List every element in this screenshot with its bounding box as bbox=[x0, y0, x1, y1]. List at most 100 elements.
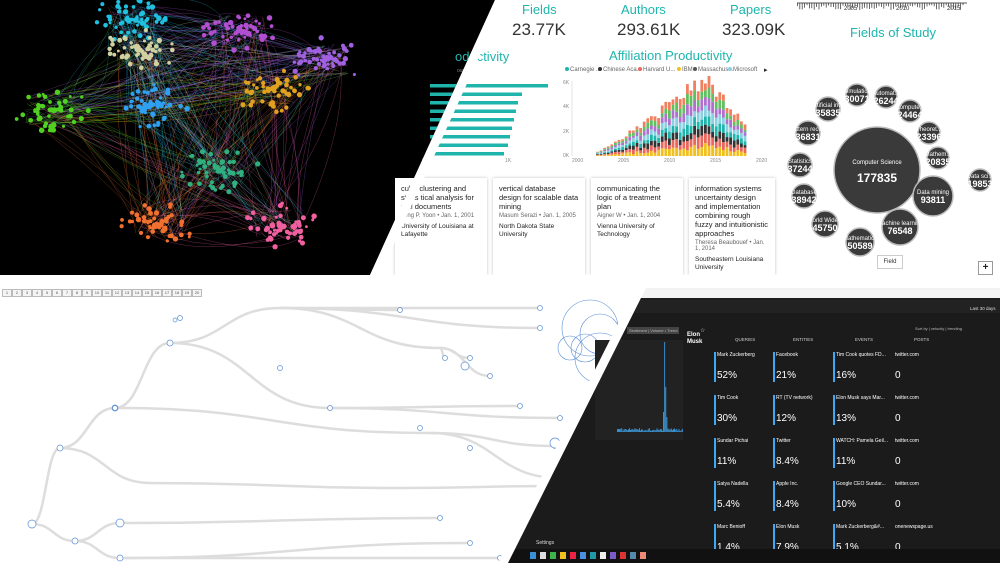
field-bubble[interactable] bbox=[912, 175, 954, 217]
zoom-in-button[interactable]: + bbox=[978, 261, 993, 275]
field-bubble[interactable] bbox=[917, 121, 941, 145]
page-button[interactable]: 11 bbox=[102, 289, 112, 297]
affiliation-y-tick: 2K bbox=[563, 129, 570, 135]
page-button[interactable]: 7 bbox=[62, 289, 72, 297]
legend-dot-icon bbox=[728, 67, 732, 71]
legend-label: IBM bbox=[682, 67, 693, 73]
taskbar-app-icon[interactable] bbox=[600, 552, 606, 559]
legend-next-icon[interactable]: ▸ bbox=[764, 67, 768, 74]
field-bubble[interactable] bbox=[898, 99, 922, 123]
timeline-slider[interactable] bbox=[797, 0, 967, 14]
legend-item[interactable]: Microsoft bbox=[728, 67, 757, 73]
legend-dot-icon bbox=[677, 67, 681, 71]
taskbar-app-icon[interactable] bbox=[550, 552, 556, 559]
taskbar-app-icon[interactable] bbox=[590, 552, 596, 559]
field-bubble[interactable] bbox=[833, 126, 921, 214]
kpi-authors-value: 293.61K bbox=[617, 20, 681, 39]
legend-dot-icon bbox=[598, 67, 602, 71]
field-bubble-name: Mathem... bbox=[925, 152, 952, 158]
field-bubble-value: 30071 bbox=[844, 94, 869, 104]
legend-label: Massachus... bbox=[698, 67, 734, 73]
paper-card[interactable]: information systems uncertainty design a… bbox=[689, 178, 775, 275]
field-bubble[interactable] bbox=[787, 152, 813, 178]
field-bubble[interactable] bbox=[845, 227, 875, 257]
field-tooltip: Field bbox=[877, 255, 903, 269]
page-button[interactable]: 10 bbox=[92, 289, 102, 297]
field-bubble[interactable] bbox=[845, 83, 869, 107]
legend-label: Harvard U... bbox=[643, 67, 676, 73]
page-button[interactable]: 9 bbox=[82, 289, 92, 297]
field-bubble-value: 76548 bbox=[887, 226, 912, 236]
fields-of-study-title: Fields of Study bbox=[850, 25, 936, 40]
taskbar-app-icon[interactable] bbox=[630, 552, 636, 559]
field-bubble[interactable] bbox=[926, 146, 950, 170]
field-bubble[interactable] bbox=[874, 85, 898, 109]
affiliation-x-tick: 2005 bbox=[618, 158, 630, 164]
legend-item[interactable]: IBM bbox=[677, 67, 693, 73]
taskbar-app-icon[interactable] bbox=[540, 552, 546, 559]
field-bubble[interactable] bbox=[968, 168, 992, 192]
paper-affiliation: North Dakota State University bbox=[499, 223, 555, 238]
windows-taskbar bbox=[504, 549, 1000, 563]
page-button[interactable]: 13 bbox=[122, 289, 132, 297]
field-bubble-name: Machine learning bbox=[877, 221, 923, 227]
page-button[interactable]: 3 bbox=[22, 289, 32, 297]
field-bubble[interactable] bbox=[811, 210, 839, 238]
field-bubble-value: 23396 bbox=[916, 132, 941, 142]
taskbar-app-icon[interactable] bbox=[580, 552, 586, 559]
legend-item[interactable]: Chinese Aca... bbox=[598, 67, 642, 73]
timeline-tick-2010: 2010 bbox=[896, 6, 910, 12]
legend-dot-icon bbox=[638, 67, 642, 71]
taskbar-app-icon[interactable] bbox=[560, 552, 566, 559]
field-bubble[interactable] bbox=[791, 183, 817, 209]
page-button[interactable]: 20 bbox=[192, 289, 202, 297]
field-bubble-value: 177835 bbox=[857, 171, 897, 185]
field-bubble-value: 38942 bbox=[791, 195, 816, 205]
taskbar-app-icon[interactable] bbox=[610, 552, 616, 559]
affiliation-y-tick: 0K bbox=[563, 153, 570, 159]
field-bubble[interactable] bbox=[795, 120, 821, 146]
settings-label[interactable]: Settings bbox=[536, 540, 555, 546]
legend-item[interactable]: Massachus... bbox=[693, 67, 733, 73]
paper-title: information systems uncertainty design a… bbox=[695, 184, 768, 238]
field-bubble-value: 93811 bbox=[921, 195, 946, 205]
field-bubble-name: Database bbox=[791, 190, 817, 196]
page-button[interactable]: 4 bbox=[32, 289, 42, 297]
taskbar-app-icon[interactable] bbox=[620, 552, 626, 559]
page-button[interactable]: 19 bbox=[182, 289, 192, 297]
legend-dot-icon bbox=[565, 67, 569, 71]
page-button[interactable]: 15 bbox=[142, 289, 152, 297]
legend-label: Microsoft bbox=[733, 67, 758, 73]
legend-item[interactable]: Carnegie ... bbox=[565, 67, 601, 73]
timeline-tick-2015: 2015 bbox=[947, 6, 961, 12]
page-button[interactable]: 17 bbox=[162, 289, 172, 297]
taskbar-app-icon[interactable] bbox=[640, 552, 646, 559]
field-bubble-name: Compute... bbox=[895, 105, 925, 111]
field-bubble-value: 20835 bbox=[925, 157, 950, 167]
page-button[interactable]: 2 bbox=[12, 289, 22, 297]
field-bubble-value: 24464 bbox=[897, 110, 922, 120]
taskbar-app-icon[interactable] bbox=[570, 552, 576, 559]
timeline-tick-2005: 2005 bbox=[844, 6, 858, 12]
taskbar-app-icon[interactable] bbox=[530, 552, 536, 559]
field-bubble-name: Artificial int... bbox=[811, 103, 845, 109]
legend-item[interactable]: Harvard U... bbox=[638, 67, 675, 73]
kpi-papers-value: 323.09K bbox=[722, 20, 786, 39]
page-button[interactable]: 12 bbox=[112, 289, 122, 297]
field-bubble-name: Statistics bbox=[788, 159, 812, 165]
network-nodes bbox=[14, 0, 356, 250]
paper-card[interactable]: communicating the logic of a treatment p… bbox=[591, 178, 683, 275]
page-button[interactable]: 14 bbox=[132, 289, 142, 297]
paper-card[interactable]: vertical database design for scalable da… bbox=[493, 178, 585, 275]
page-button[interactable]: 8 bbox=[72, 289, 82, 297]
page-button[interactable]: 18 bbox=[172, 289, 182, 297]
affiliation-x-tick: 2015 bbox=[710, 158, 722, 164]
page-button[interactable]: 16 bbox=[152, 289, 162, 297]
field-bubble[interactable] bbox=[815, 96, 841, 122]
field-bubble-value: 45750 bbox=[812, 223, 837, 233]
page-button[interactable]: 5 bbox=[42, 289, 52, 297]
paper-title: vertical database design for scalable da… bbox=[499, 184, 579, 211]
page-button[interactable]: 1 bbox=[2, 289, 12, 297]
field-bubble[interactable] bbox=[881, 208, 919, 246]
page-button[interactable]: 6 bbox=[52, 289, 62, 297]
